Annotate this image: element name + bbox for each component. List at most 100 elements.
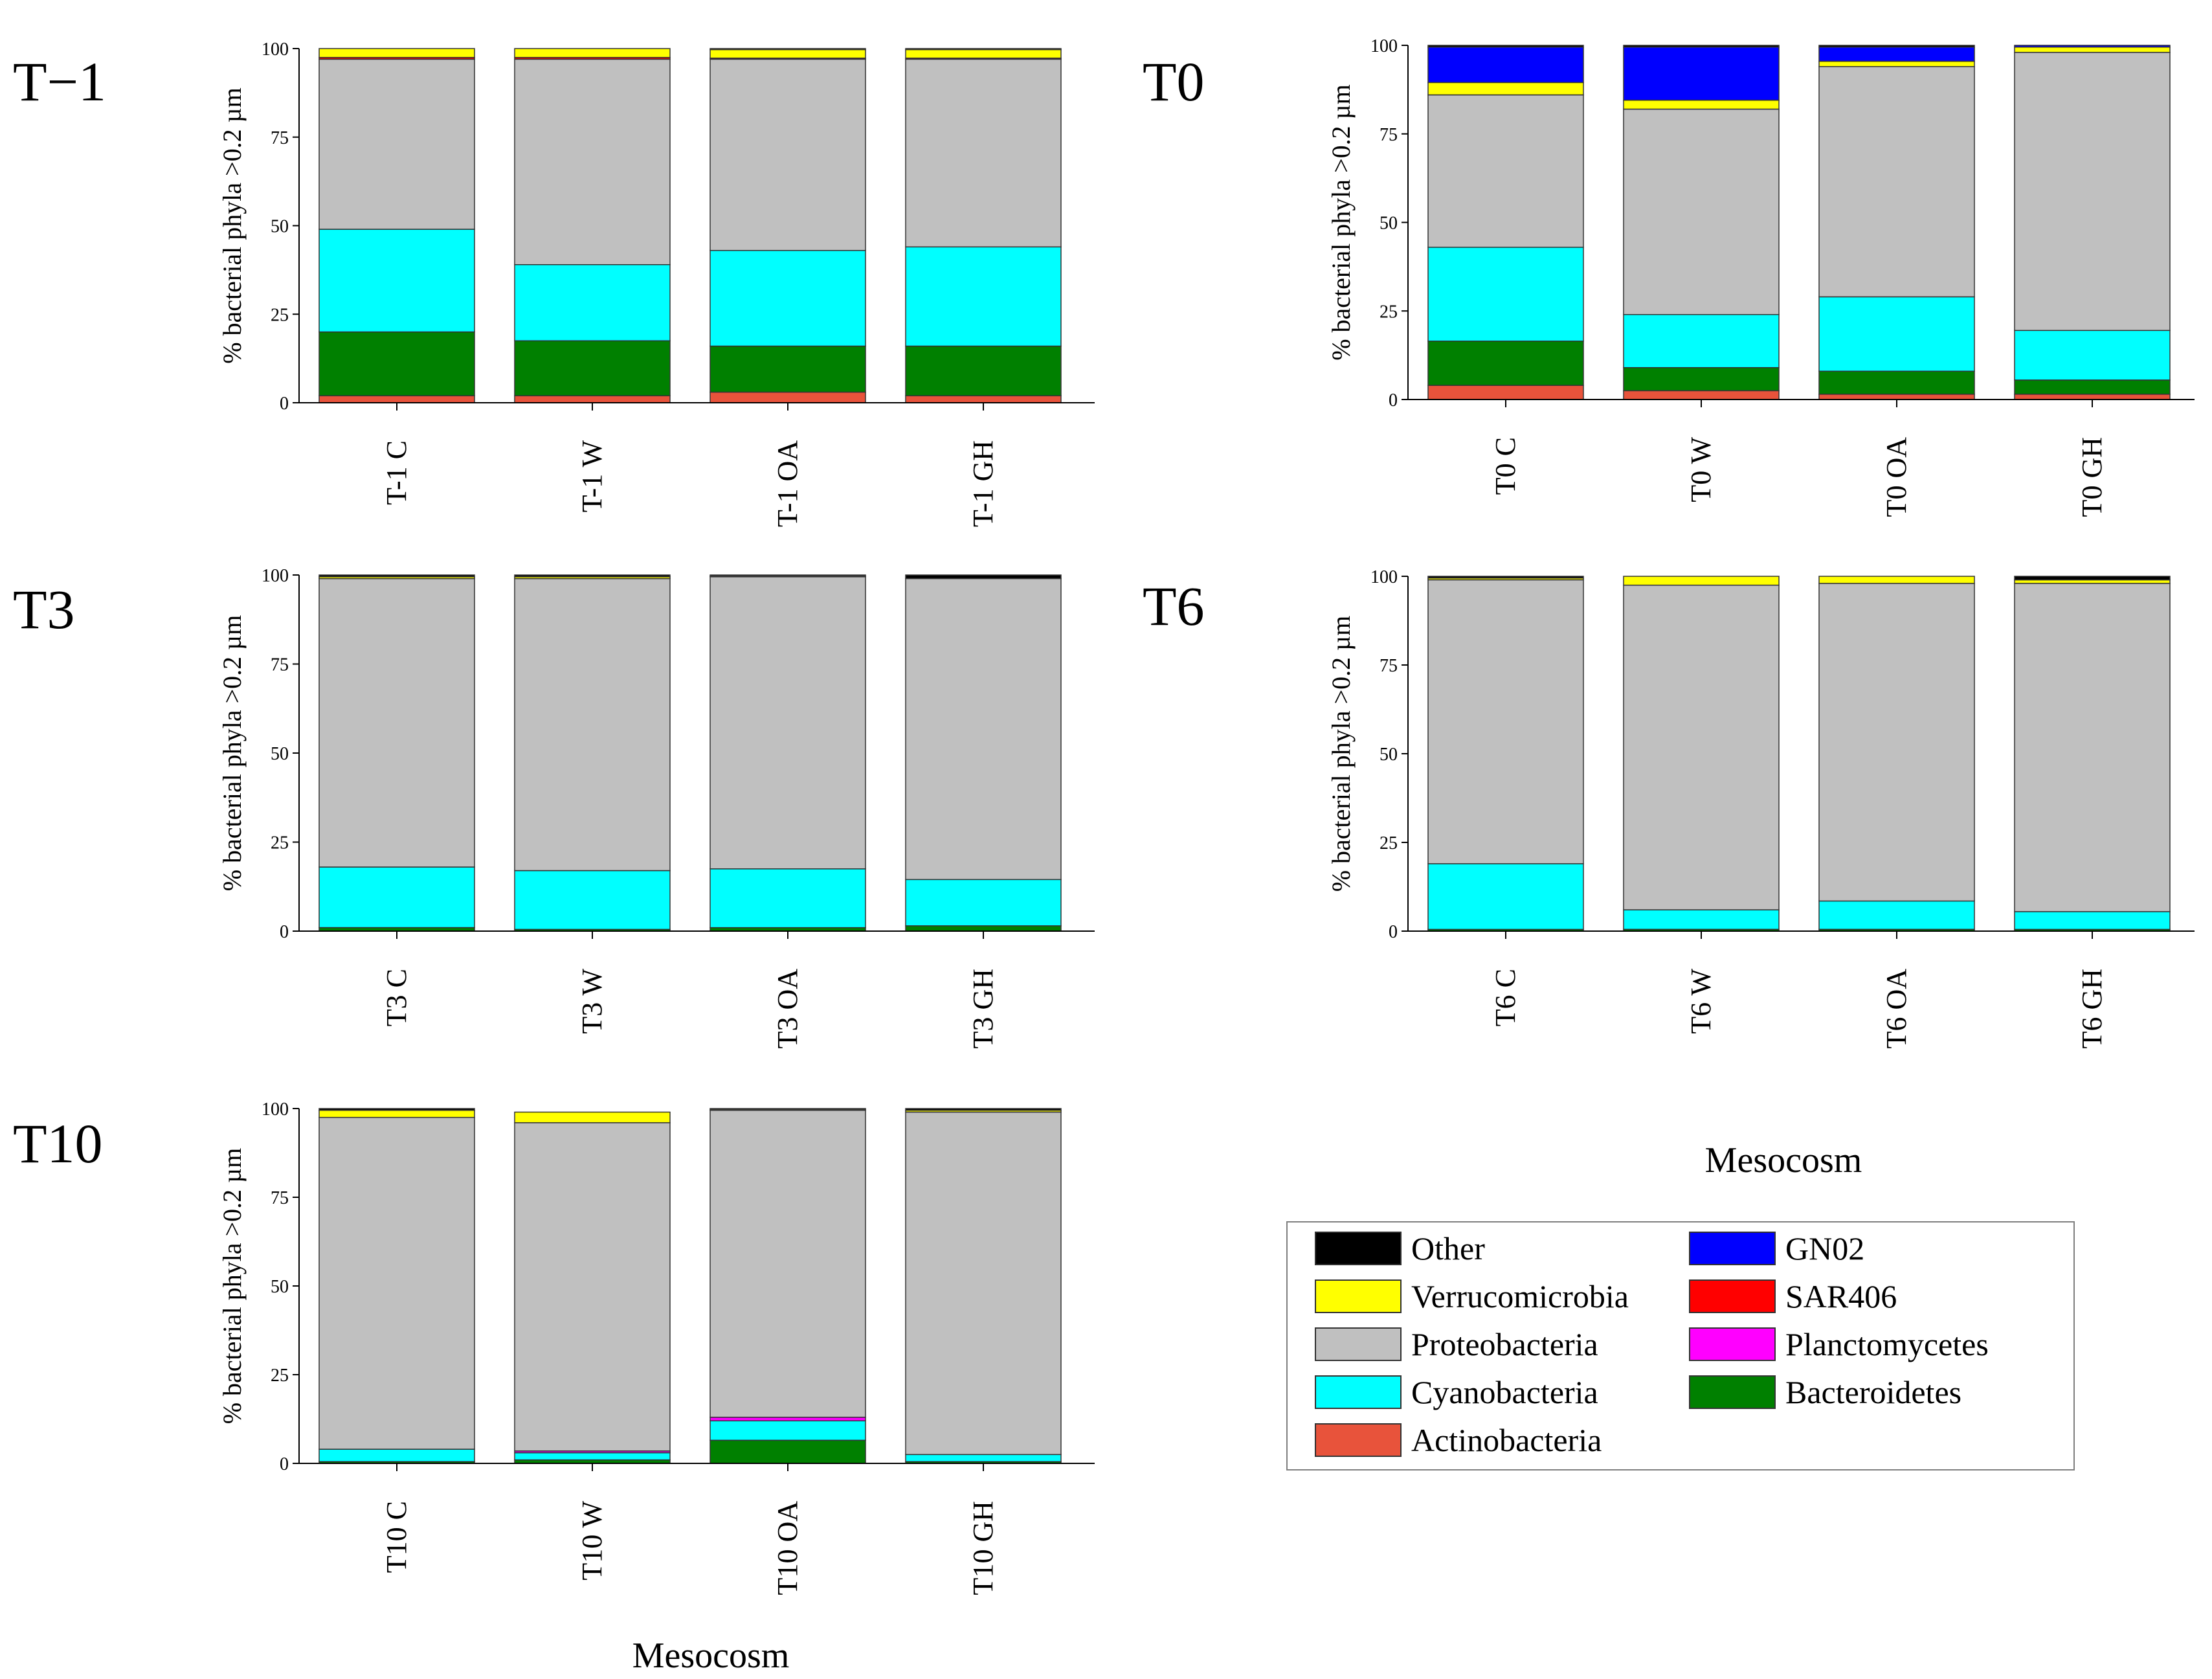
- bar-segment-other: [1427, 45, 1584, 48]
- bar-segment-other: [514, 574, 671, 578]
- legend-item-other: Other: [1315, 1230, 1485, 1267]
- x-tick-label: T3 GH: [967, 969, 999, 1048]
- legend-swatch: [1315, 1279, 1402, 1313]
- legend-swatch: [1315, 1375, 1402, 1409]
- bar-segment-actinobacteria: [2014, 394, 2171, 400]
- bar-segment-gn02: [1427, 46, 1584, 84]
- bar-segment-bacteroidetes: [1818, 370, 1975, 395]
- bar-segment-verrucomicrobia: [318, 1109, 475, 1118]
- legend-swatch: [1689, 1327, 1776, 1361]
- legend-item-bacteroidetes: Bacteroidetes: [1689, 1374, 1961, 1410]
- bar-segment-verrucomicrobia: [1623, 576, 1780, 586]
- y-axis-title: % bacterial phyla >0.2 µm: [1326, 84, 1356, 361]
- panel-t6: T6 T6 C T6 W T6 OA T6 GH 0 25 50 75 100 % bacteria…: [1143, 567, 2195, 1048]
- legend-swatch: [1315, 1327, 1402, 1361]
- panel-label: T0: [1143, 51, 1205, 113]
- bar-segment-cyanobacteria: [514, 870, 671, 930]
- bar-segment-actinobacteria: [1623, 390, 1780, 400]
- bar-segment-gn02: [1623, 46, 1780, 101]
- bar-segment-cyanobacteria: [709, 1420, 866, 1441]
- y-tick-label: 50: [271, 217, 289, 237]
- bar-segment-cyanobacteria: [318, 866, 475, 929]
- bar-segment-proteobacteria: [905, 1111, 1062, 1456]
- x-tick-label: T10 W: [576, 1501, 608, 1581]
- y-tick-label: 25: [271, 305, 289, 325]
- bar-segment-cyanobacteria: [1623, 909, 1780, 930]
- bar-segment-verrucomicrobia: [709, 49, 866, 59]
- bar-segment-actinobacteria: [514, 395, 671, 403]
- panel-label: T6: [1143, 575, 1205, 637]
- bar-segment-bacteroidetes: [709, 1439, 866, 1464]
- legend-swatch: [1689, 1279, 1776, 1313]
- bar-segment-proteobacteria: [1818, 583, 1975, 902]
- x-tick-label: T0 OA: [1881, 437, 1912, 517]
- bar-segment-verrucomicrobia: [2014, 46, 2171, 53]
- bar-segment-actinobacteria: [905, 395, 1062, 403]
- y-tick-label: 75: [271, 655, 289, 675]
- bar-segment-proteobacteria: [2014, 583, 2171, 912]
- bar-segment-cyanobacteria: [905, 879, 1062, 927]
- legend-swatch: [1315, 1232, 1402, 1265]
- legend-item-proteobacteria: Proteobacteria: [1315, 1326, 1598, 1362]
- bar-segment-proteobacteria: [709, 1109, 866, 1418]
- legend-label: SAR406: [1785, 1278, 1897, 1314]
- bar-segment-cyanobacteria: [318, 1448, 475, 1463]
- bar-segment-proteobacteria: [1427, 94, 1584, 248]
- bar-segment-actinobacteria: [1427, 385, 1584, 400]
- x-tick-label: T6 W: [1685, 969, 1717, 1034]
- bar-segment-verrucomicrobia: [1427, 82, 1584, 96]
- legend-label: GN02: [1785, 1230, 1864, 1267]
- legend-label: Cyanobacteria: [1411, 1374, 1598, 1410]
- y-tick-label: 100: [262, 1099, 289, 1120]
- x-tick-label: T6 C: [1490, 969, 1521, 1026]
- chart-panels: T−1 T-1 C T-1 W T-1 OA T-1 GH 0 25 50 75 100 % bac…: [13, 36, 2195, 1595]
- bar-segment-verrucomicrobia: [1818, 576, 1975, 584]
- legend-label: Actinobacteria: [1411, 1422, 1602, 1458]
- bar-segment-cyanobacteria: [905, 246, 1062, 347]
- panel-t3: T3 T3 C T3 W T3 OA T3 GH 0 25 50 75 100 % bacteria…: [13, 566, 1095, 1048]
- bar-segment-bacteroidetes: [2014, 379, 2171, 395]
- x-tick-label: T3 C: [381, 969, 412, 1026]
- bar-segment-proteobacteria: [1427, 579, 1584, 864]
- bar-segment-proteobacteria: [2014, 52, 2171, 332]
- bar-segment-gn02: [2014, 45, 2171, 48]
- bar-segment-cyanobacteria: [2014, 911, 2171, 930]
- bar-segment-verrucomicrobia: [1818, 60, 1975, 67]
- x-tick-label: T3 W: [576, 969, 608, 1034]
- bar-segment-cyanobacteria: [1818, 900, 1975, 930]
- y-axis-title: % bacterial phyla >0.2 µm: [218, 1148, 247, 1425]
- y-tick-label: 50: [1380, 745, 1398, 765]
- bar-segment-bacteroidetes: [1623, 367, 1780, 392]
- bar-segment-cyanobacteria: [709, 250, 866, 347]
- legend-item-planctomycetes: Planctomycetes: [1689, 1326, 1989, 1362]
- legend-frame: [1286, 1221, 2075, 1471]
- bar-segment-proteobacteria: [1623, 584, 1780, 910]
- y-tick-label: 75: [271, 128, 289, 148]
- y-tick-label: 25: [271, 833, 289, 853]
- bar-segment-verrucomicrobia: [318, 48, 475, 58]
- y-axis-title: % bacterial phyla >0.2 µm: [218, 87, 247, 364]
- y-tick-label: 0: [280, 1454, 289, 1474]
- x-tick-label: T-1 C: [381, 440, 412, 505]
- panel-t10: T10 T10 C T10 W T10 OA T10 GH 0 25 50 75 100 % bac…: [13, 1099, 1095, 1595]
- bar-segment-bacteroidetes: [905, 345, 1062, 396]
- panel-label: T10: [13, 1112, 103, 1175]
- bar-segment-bacteroidetes: [1427, 340, 1584, 386]
- y-tick-label: 0: [1389, 922, 1398, 942]
- x-tick-label: T-1 W: [576, 440, 608, 513]
- y-axis-title: % bacterial phyla >0.2 µm: [1326, 616, 1356, 892]
- bar-segment-proteobacteria: [1818, 66, 1975, 298]
- bar-segment-bacteroidetes: [318, 331, 475, 396]
- bar-segment-cyanobacteria: [2014, 330, 2171, 381]
- legend-item-actinobacteria: Actinobacteria: [1315, 1422, 1602, 1458]
- bar-segment-proteobacteria: [514, 578, 671, 872]
- bar-segment-proteobacteria: [1623, 108, 1780, 315]
- bar-segment-cyanobacteria: [1427, 863, 1584, 930]
- bar-segment-other: [1623, 45, 1780, 48]
- bar-segment-cyanobacteria: [709, 868, 866, 929]
- bar-segment-other: [905, 1108, 1062, 1111]
- legend-item-verrucomicrobia: Verrucomicrobia: [1315, 1278, 1629, 1314]
- bar-segment-cyanobacteria: [514, 1452, 671, 1461]
- legend-swatch: [1315, 1423, 1402, 1457]
